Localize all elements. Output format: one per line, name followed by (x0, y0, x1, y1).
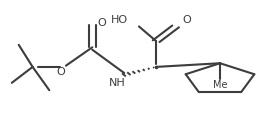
Text: Me: Me (213, 80, 227, 90)
Text: O: O (98, 18, 107, 28)
Text: HO: HO (111, 15, 128, 25)
Text: O: O (56, 67, 65, 77)
Text: O: O (182, 15, 191, 25)
Text: NH: NH (109, 78, 126, 88)
